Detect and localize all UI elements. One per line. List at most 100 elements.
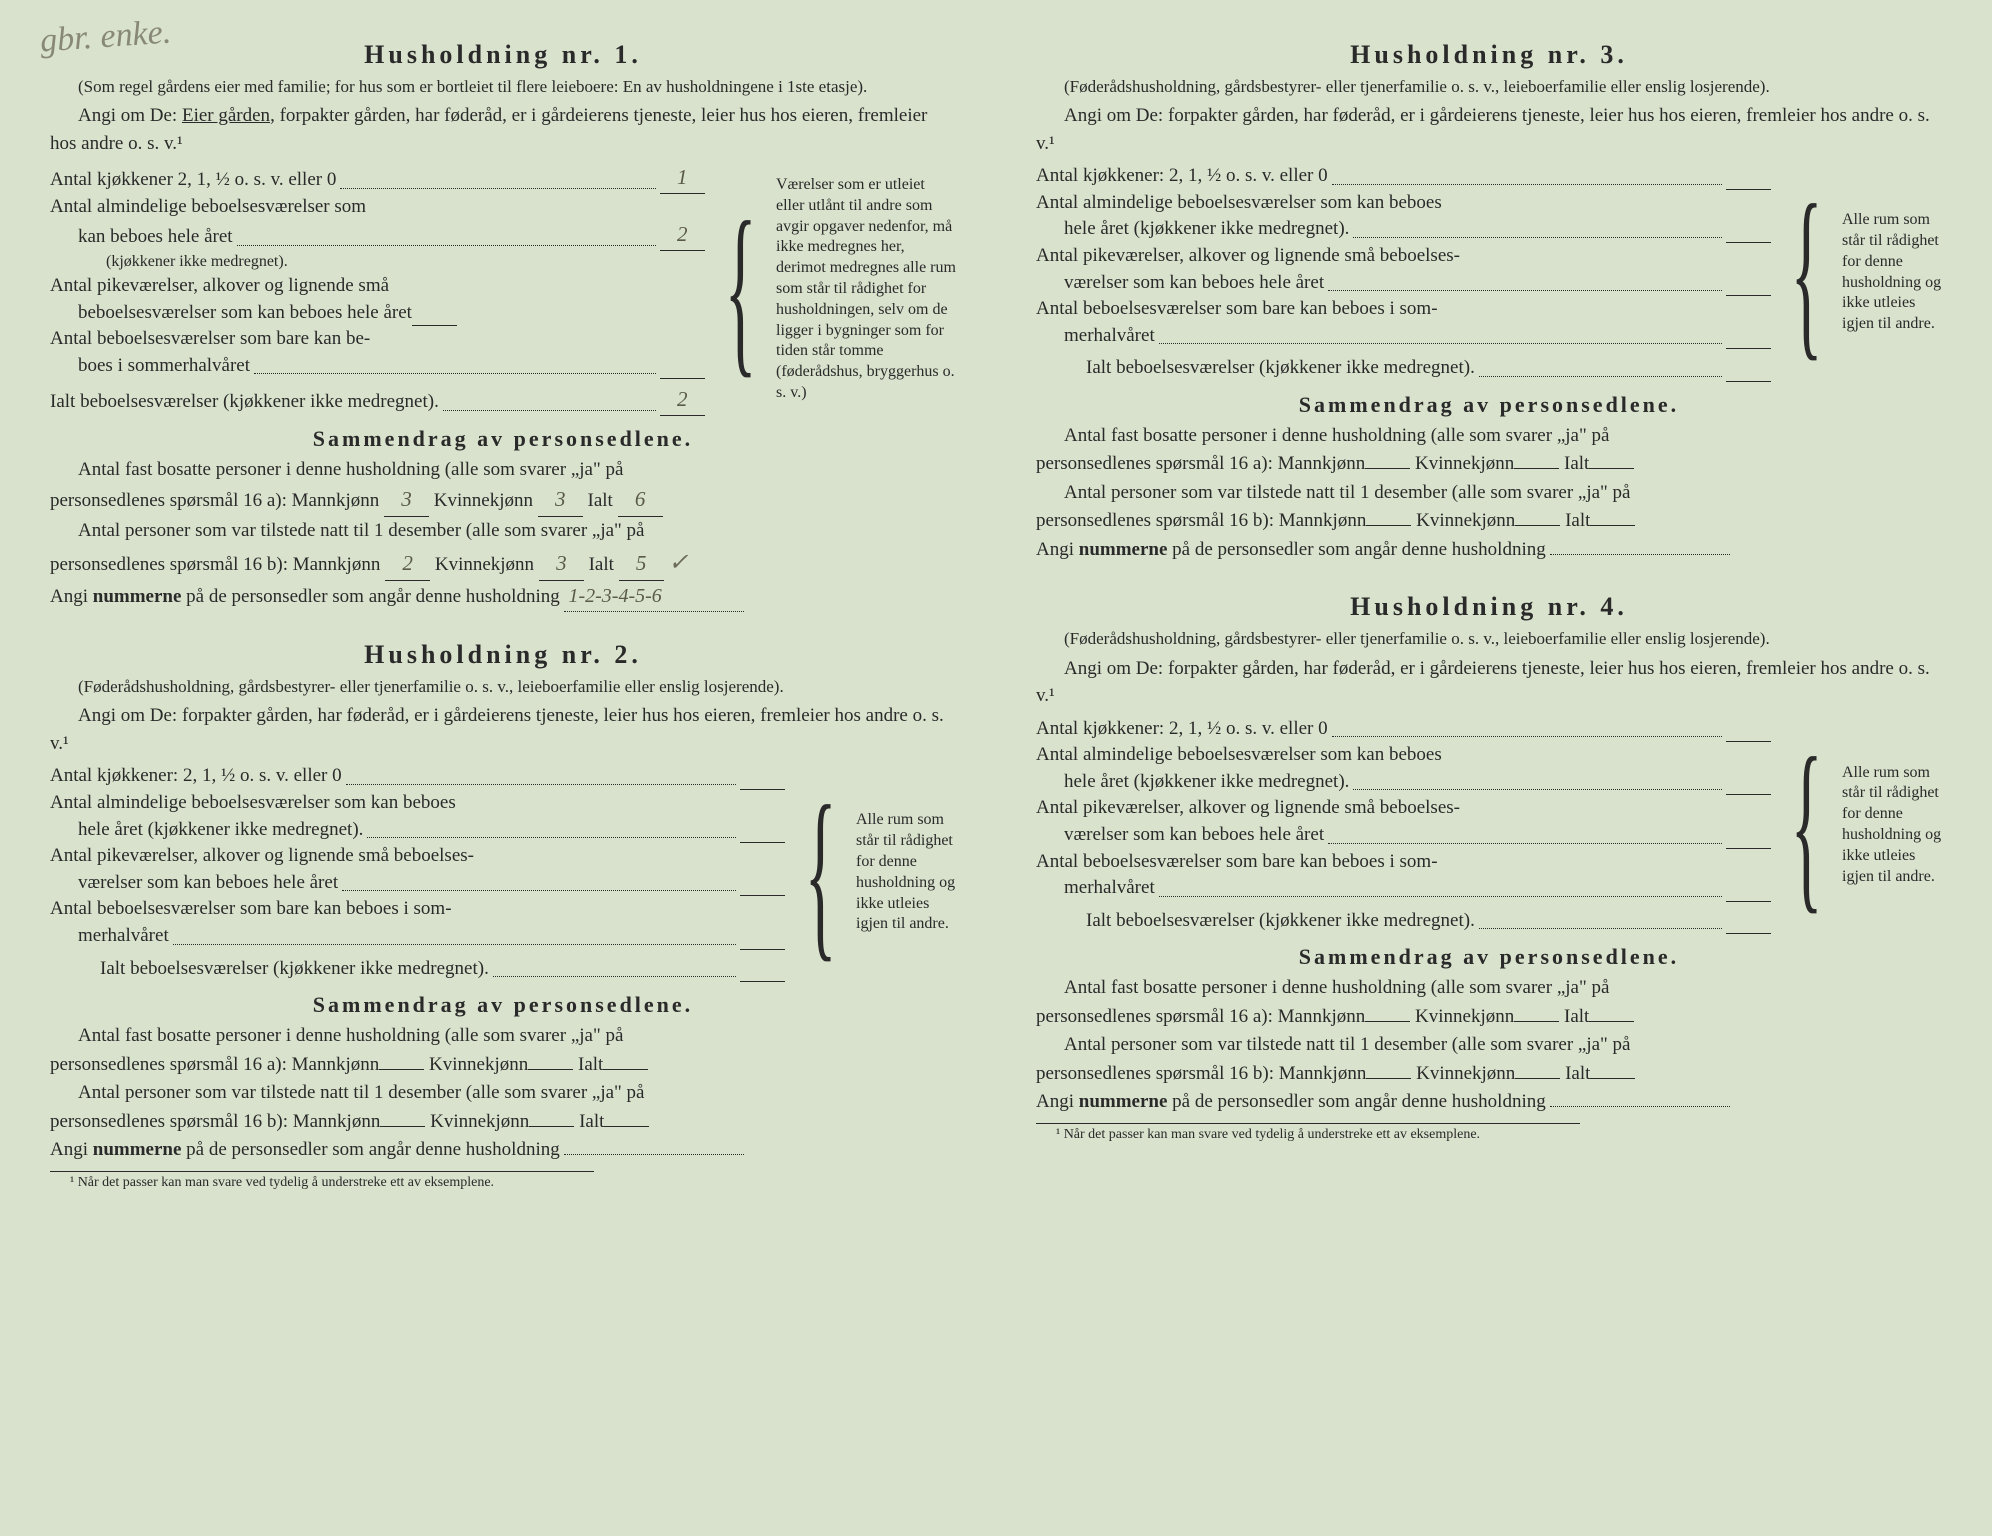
h2-r3a: Antal pikeværelser, alkover og lignende …: [50, 843, 785, 870]
household-1: Husholdning nr. 1. (Som regel gårdens ei…: [50, 40, 956, 612]
h3-r1: Antal kjøkkener: 2, 1, ½ o. s. v. eller …: [1036, 163, 1771, 190]
brace-icon: {: [1790, 754, 1822, 897]
h3-r4a-label: Antal beboelsesværelser som bare kan beb…: [1036, 296, 1438, 323]
h4-s2b-line: personsedlenes spørsmål 16 b): Mannkjønn…: [1036, 1060, 1942, 1089]
blank-long: [564, 1154, 744, 1155]
h3-r5: Ialt beboelsesværelser (kjøkkener ikke m…: [1036, 355, 1771, 382]
h4-title: Husholdning nr. 4.: [1036, 592, 1942, 622]
h3-title: Husholdning nr. 3.: [1036, 40, 1942, 70]
h3-angi: Angi om De: forpakter gården, har føderå…: [1036, 102, 1942, 157]
h4-r4a-label: Antal beboelsesværelser som bare kan beb…: [1036, 849, 1438, 876]
h3-r3b-label: værelser som kan beboes hele året: [1064, 270, 1324, 297]
h2-s1-i-label: Ialt: [578, 1054, 603, 1075]
h1-rows-block: Antal kjøkkener 2, 1, ½ o. s. v. eller 0…: [50, 163, 956, 416]
h2-r4b-label: merhalvåret: [78, 923, 169, 950]
h1-numline-value: 1-2-3-4-5-6: [564, 581, 744, 612]
dots: [1328, 843, 1722, 844]
h3-side-note: Alle rum som står til rådighet for denne…: [1842, 210, 1942, 335]
blank: [1726, 901, 1771, 902]
h3-r3a: Antal pikeværelser, alkover og lignende …: [1036, 243, 1771, 270]
h3-numline-a: Angi: [1036, 539, 1079, 560]
h4-rows-block: Antal kjøkkener: 2, 1, ½ o. s. v. eller …: [1036, 716, 1942, 935]
h4-r1-label: Antal kjøkkener: 2, 1, ½ o. s. v. eller …: [1036, 716, 1328, 743]
h4-s2a: Antal personer som var tilstede natt til…: [1036, 1031, 1942, 1060]
h2-angi: Angi om De: forpakter gården, har føderå…: [50, 702, 956, 757]
h4-r3a: Antal pikeværelser, alkover og lignende …: [1036, 795, 1771, 822]
h3-rows-left: Antal kjøkkener: 2, 1, ½ o. s. v. eller …: [1036, 163, 1771, 382]
h2-r4a: Antal beboelsesværelser som bare kan beb…: [50, 896, 785, 923]
blank: [1726, 189, 1771, 190]
h1-s2-m: 2: [385, 548, 430, 581]
h3-numline-c: på de personsedler som angår denne husho…: [1167, 539, 1545, 560]
h2-r3b: værelser som kan beboes hele året: [50, 870, 785, 897]
h1-s1-m: 3: [384, 484, 429, 517]
household-2: Husholdning nr. 2. (Føderådshusholdning,…: [50, 640, 956, 1190]
household-3: Husholdning nr. 3. (Føderådshusholdning,…: [1036, 40, 1942, 564]
blank: [529, 1126, 574, 1127]
h2-numline-a: Angi: [50, 1139, 93, 1160]
blank: [1515, 1078, 1560, 1079]
h4-r2a-label: Antal almindelige beboelsesværelser som …: [1036, 742, 1442, 769]
h4-s1-i-label: Ialt: [1564, 1006, 1589, 1027]
h2-s1b: personsedlenes spørsmål 16 a): Mannkjønn: [50, 1054, 379, 1075]
h3-r4a: Antal beboelsesværelser som bare kan beb…: [1036, 296, 1771, 323]
h1-summary-title: Sammendrag av personsedlene.: [50, 426, 956, 452]
h1-s1a: Antal fast bosatte personer i denne hush…: [50, 456, 956, 485]
dots: [346, 784, 736, 785]
h3-s1a: Antal fast bosatte personer i denne hush…: [1036, 422, 1942, 451]
h3-s2b-line: personsedlenes spørsmål 16 b): Mannkjønn…: [1036, 507, 1942, 536]
h1-row-summer-a: Antal beboelsesværelser som bare kan be-: [50, 326, 705, 353]
h1-s2a: Antal personer som var tilstede natt til…: [50, 517, 956, 546]
blank: [1366, 1078, 1411, 1079]
h4-s1b-line: personsedlenes spørsmål 16 a): Mannkjønn…: [1036, 1003, 1942, 1032]
dots: [1353, 237, 1721, 238]
h4-r5-label: Ialt beboelsesværelser (kjøkkener ikke m…: [1086, 908, 1475, 935]
h1-numline: Angi nummerne på de personsedler som ang…: [50, 581, 956, 612]
dots: [1479, 928, 1722, 929]
blank: [1726, 295, 1771, 296]
household-4: Husholdning nr. 4. (Føderådshusholdning,…: [1036, 592, 1942, 1142]
h4-side-note: Alle rum som står til rådighet for denne…: [1842, 763, 1942, 888]
h1-r4-value: [660, 378, 705, 379]
h1-numline-a: Angi: [50, 586, 93, 607]
blank: [1515, 525, 1560, 526]
checkmark-icon: ✓: [668, 550, 688, 576]
h1-note: (Som regel gårdens eier med familie; for…: [50, 76, 956, 98]
blank: [1726, 794, 1771, 795]
h3-r2a-label: Antal almindelige beboelsesværelser som …: [1036, 190, 1442, 217]
h1-r5: Ialt beboelsesværelser (kjøkkener ikke m…: [50, 389, 439, 416]
blank: [603, 1069, 648, 1070]
h1-angi-underlined: Eier gården: [182, 105, 270, 126]
h1-s2b-line: personsedlenes spørsmål 16 b): Mannkjønn…: [50, 545, 956, 581]
footnote-left: ¹ Når det passer kan man svare ved tydel…: [50, 1171, 594, 1191]
h2-numline-b: nummerne: [93, 1139, 182, 1160]
h1-row-summer-b: boes i sommerhalvåret: [50, 353, 705, 380]
h1-row-pike-a: Antal pikeværelser, alkover og lignende …: [50, 273, 705, 300]
h1-angi-prefix: Angi om De:: [78, 105, 182, 126]
h1-r1-label: Antal kjøkkener 2, 1, ½ o. s. v. eller 0: [50, 167, 336, 194]
blank: [1366, 525, 1411, 526]
dots: [1159, 896, 1722, 897]
h4-numline-a: Angi: [1036, 1091, 1079, 1112]
blank: [1514, 1021, 1559, 1022]
h1-s1b: personsedlenes spørsmål 16 a): Mannkjønn: [50, 490, 379, 511]
h4-numline-b: nummerne: [1079, 1091, 1168, 1112]
blank: [1365, 468, 1410, 469]
h2-rows-block: Antal kjøkkener: 2, 1, ½ o. s. v. eller …: [50, 763, 956, 982]
blank: [1726, 242, 1771, 243]
h2-r1-label: Antal kjøkkener: 2, 1, ½ o. s. v. eller …: [50, 763, 342, 790]
h1-row-kitchens: Antal kjøkkener 2, 1, ½ o. s. v. eller 0…: [50, 163, 705, 193]
h1-row-total: Ialt beboelsesværelser (kjøkkener ikke m…: [50, 385, 705, 415]
h1-r2-value: 2: [660, 220, 705, 250]
h2-title: Husholdning nr. 2.: [50, 640, 956, 670]
footnote-right: ¹ Når det passer kan man svare ved tydel…: [1036, 1123, 1580, 1143]
h4-r4b-label: merhalvåret: [1064, 875, 1155, 902]
blank: [380, 1126, 425, 1127]
blank: [1726, 848, 1771, 849]
h2-s2-k-label: Kvinnekjønn: [430, 1111, 529, 1132]
h3-s2-i-label: Ialt: [1565, 510, 1590, 531]
blank: [1590, 525, 1635, 526]
h4-r3b: værelser som kan beboes hele året: [1036, 822, 1771, 849]
h1-side-note: Værelser som er utleiet eller utlånt til…: [776, 175, 956, 404]
h2-r2b: hele året (kjøkkener ikke medregnet).: [50, 817, 785, 844]
